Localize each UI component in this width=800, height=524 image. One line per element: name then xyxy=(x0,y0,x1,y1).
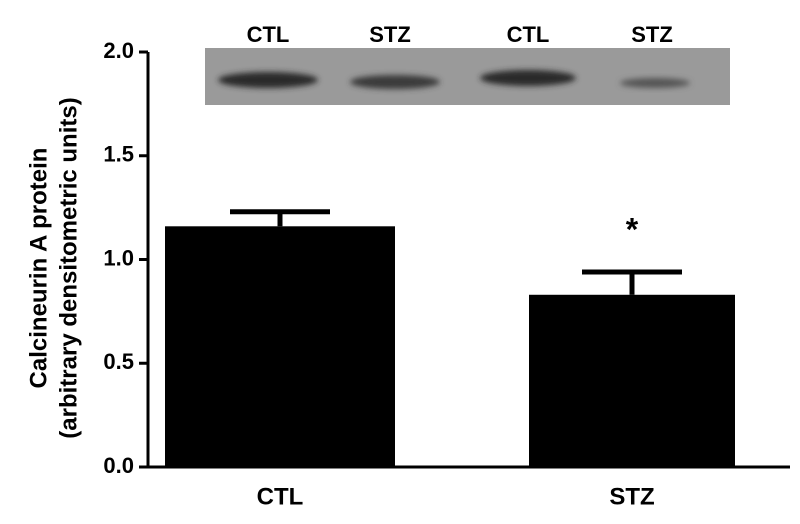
y-tick-label: 1.5 xyxy=(103,142,134,167)
y-tick-label: 2.0 xyxy=(103,38,134,63)
y-axis-label: (arbitrary densitometric units) xyxy=(55,97,82,438)
error-bar xyxy=(230,209,330,227)
error-bar xyxy=(582,269,682,295)
blot-label: CTL xyxy=(507,22,550,47)
x-tick-label: STZ xyxy=(609,483,654,510)
blot-band xyxy=(218,72,318,88)
blot-band xyxy=(480,70,576,86)
x-tick-label: CTL xyxy=(257,483,304,510)
blot-image xyxy=(205,48,730,105)
blot-label: STZ xyxy=(631,22,673,47)
blot-band xyxy=(350,75,440,89)
annotation: * xyxy=(626,211,639,247)
y-tick-label: 1.0 xyxy=(103,245,134,270)
blot-band xyxy=(620,78,690,88)
y-tick-label: 0.0 xyxy=(103,453,134,478)
bar xyxy=(529,294,735,467)
blot-label: STZ xyxy=(369,22,411,47)
blot-label: CTL xyxy=(247,22,290,47)
y-tick-label: 0.5 xyxy=(103,349,134,374)
bar xyxy=(165,226,395,467)
y-axis-label: Calcineurin A protein xyxy=(25,148,52,389)
